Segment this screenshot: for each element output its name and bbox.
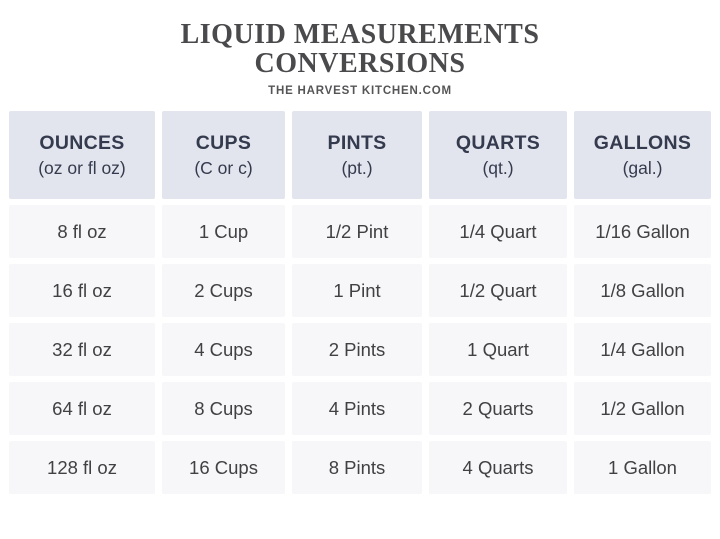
- table-cell: 1/2 Quart: [429, 264, 567, 317]
- table-cell: 1/2 Pint: [292, 205, 422, 258]
- column-header-abbreviation: (qt.): [482, 157, 514, 178]
- table-cell: 16 Cups: [162, 441, 285, 494]
- table-cell: 1 Gallon: [574, 441, 711, 494]
- column-header-gallons: GALLONS (gal.): [574, 111, 711, 199]
- table-cell: 16 fl oz: [9, 264, 155, 317]
- table-cell: 2 Quarts: [429, 382, 567, 435]
- column-header-cups: CUPS (C or c): [162, 111, 285, 199]
- table-cell: 4 Cups: [162, 323, 285, 376]
- table-cell: 64 fl oz: [9, 382, 155, 435]
- conversion-table: OUNCES (oz or fl oz) CUPS (C or c) PINTS…: [9, 111, 712, 494]
- title-block: LIQUID MEASUREMENTS CONVERSIONS THE HARV…: [0, 0, 720, 97]
- column-header-ounces: OUNCES (oz or fl oz): [9, 111, 155, 199]
- column-header-abbreviation: (gal.): [622, 157, 663, 178]
- table-cell: 1/2 Gallon: [574, 382, 711, 435]
- page-title-line2: CONVERSIONS: [254, 48, 466, 79]
- column-header-abbreviation: (oz or fl oz): [38, 157, 126, 178]
- column-header-abbreviation: (C or c): [194, 157, 253, 178]
- table-cell: 4 Pints: [292, 382, 422, 435]
- table-cell: 128 fl oz: [9, 441, 155, 494]
- table-cell: 1 Pint: [292, 264, 422, 317]
- table-cell: 1/16 Gallon: [574, 205, 711, 258]
- table-cell: 4 Quarts: [429, 441, 567, 494]
- column-header-abbreviation: (pt.): [341, 157, 373, 178]
- table-cell: 1/8 Gallon: [574, 264, 711, 317]
- column-header-quarts: QUARTS (qt.): [429, 111, 567, 199]
- table-cell: 1 Quart: [429, 323, 567, 376]
- column-header-label: CUPS: [195, 131, 252, 154]
- table-cell: 8 fl oz: [9, 205, 155, 258]
- column-header-label: QUARTS: [455, 131, 541, 154]
- table-cell: 1 Cup: [162, 205, 285, 258]
- table-cell: 2 Cups: [162, 264, 285, 317]
- table-cell: 1/4 Gallon: [574, 323, 711, 376]
- column-header-label: OUNCES: [39, 131, 125, 154]
- source-credit: THE HARVEST KITCHEN.COM: [268, 85, 452, 97]
- column-header-label: GALLONS: [593, 131, 692, 154]
- page-title-line1: LIQUID MEASUREMENTS: [180, 19, 540, 50]
- column-header-label: PINTS: [327, 131, 387, 154]
- table-cell: 8 Pints: [292, 441, 422, 494]
- table-cell: 8 Cups: [162, 382, 285, 435]
- column-header-pints: PINTS (pt.): [292, 111, 422, 199]
- table-cell: 32 fl oz: [9, 323, 155, 376]
- table-cell: 1/4 Quart: [429, 205, 567, 258]
- table-cell: 2 Pints: [292, 323, 422, 376]
